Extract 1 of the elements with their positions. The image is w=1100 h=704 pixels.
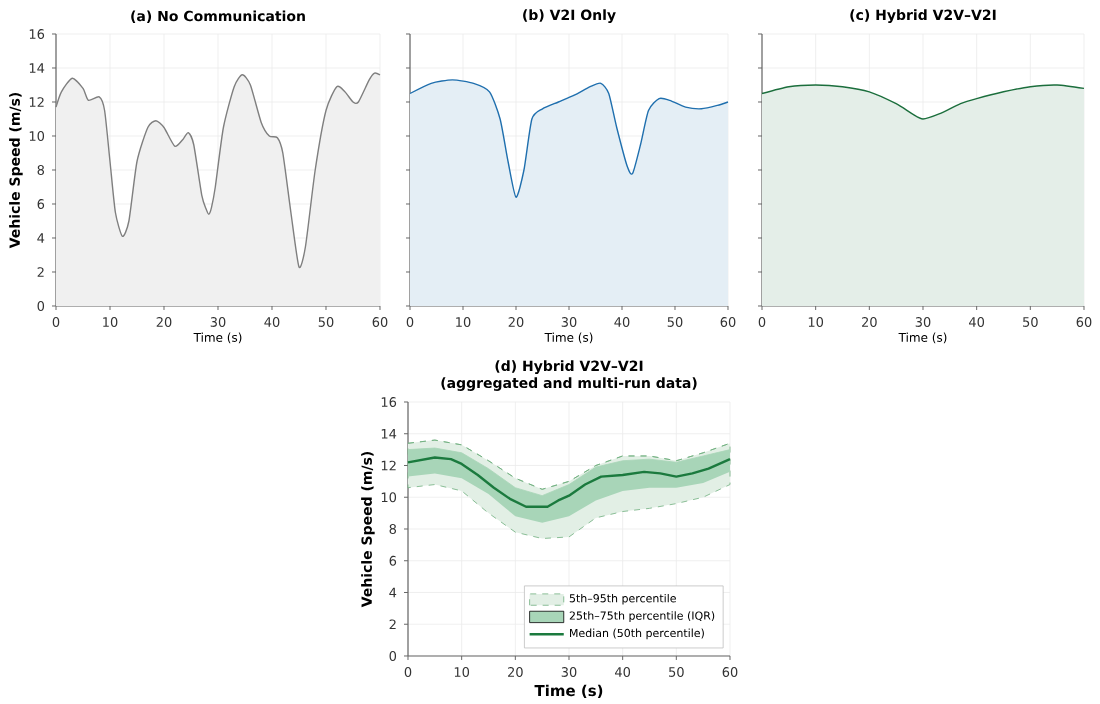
line-series: [406, 456, 732, 508]
